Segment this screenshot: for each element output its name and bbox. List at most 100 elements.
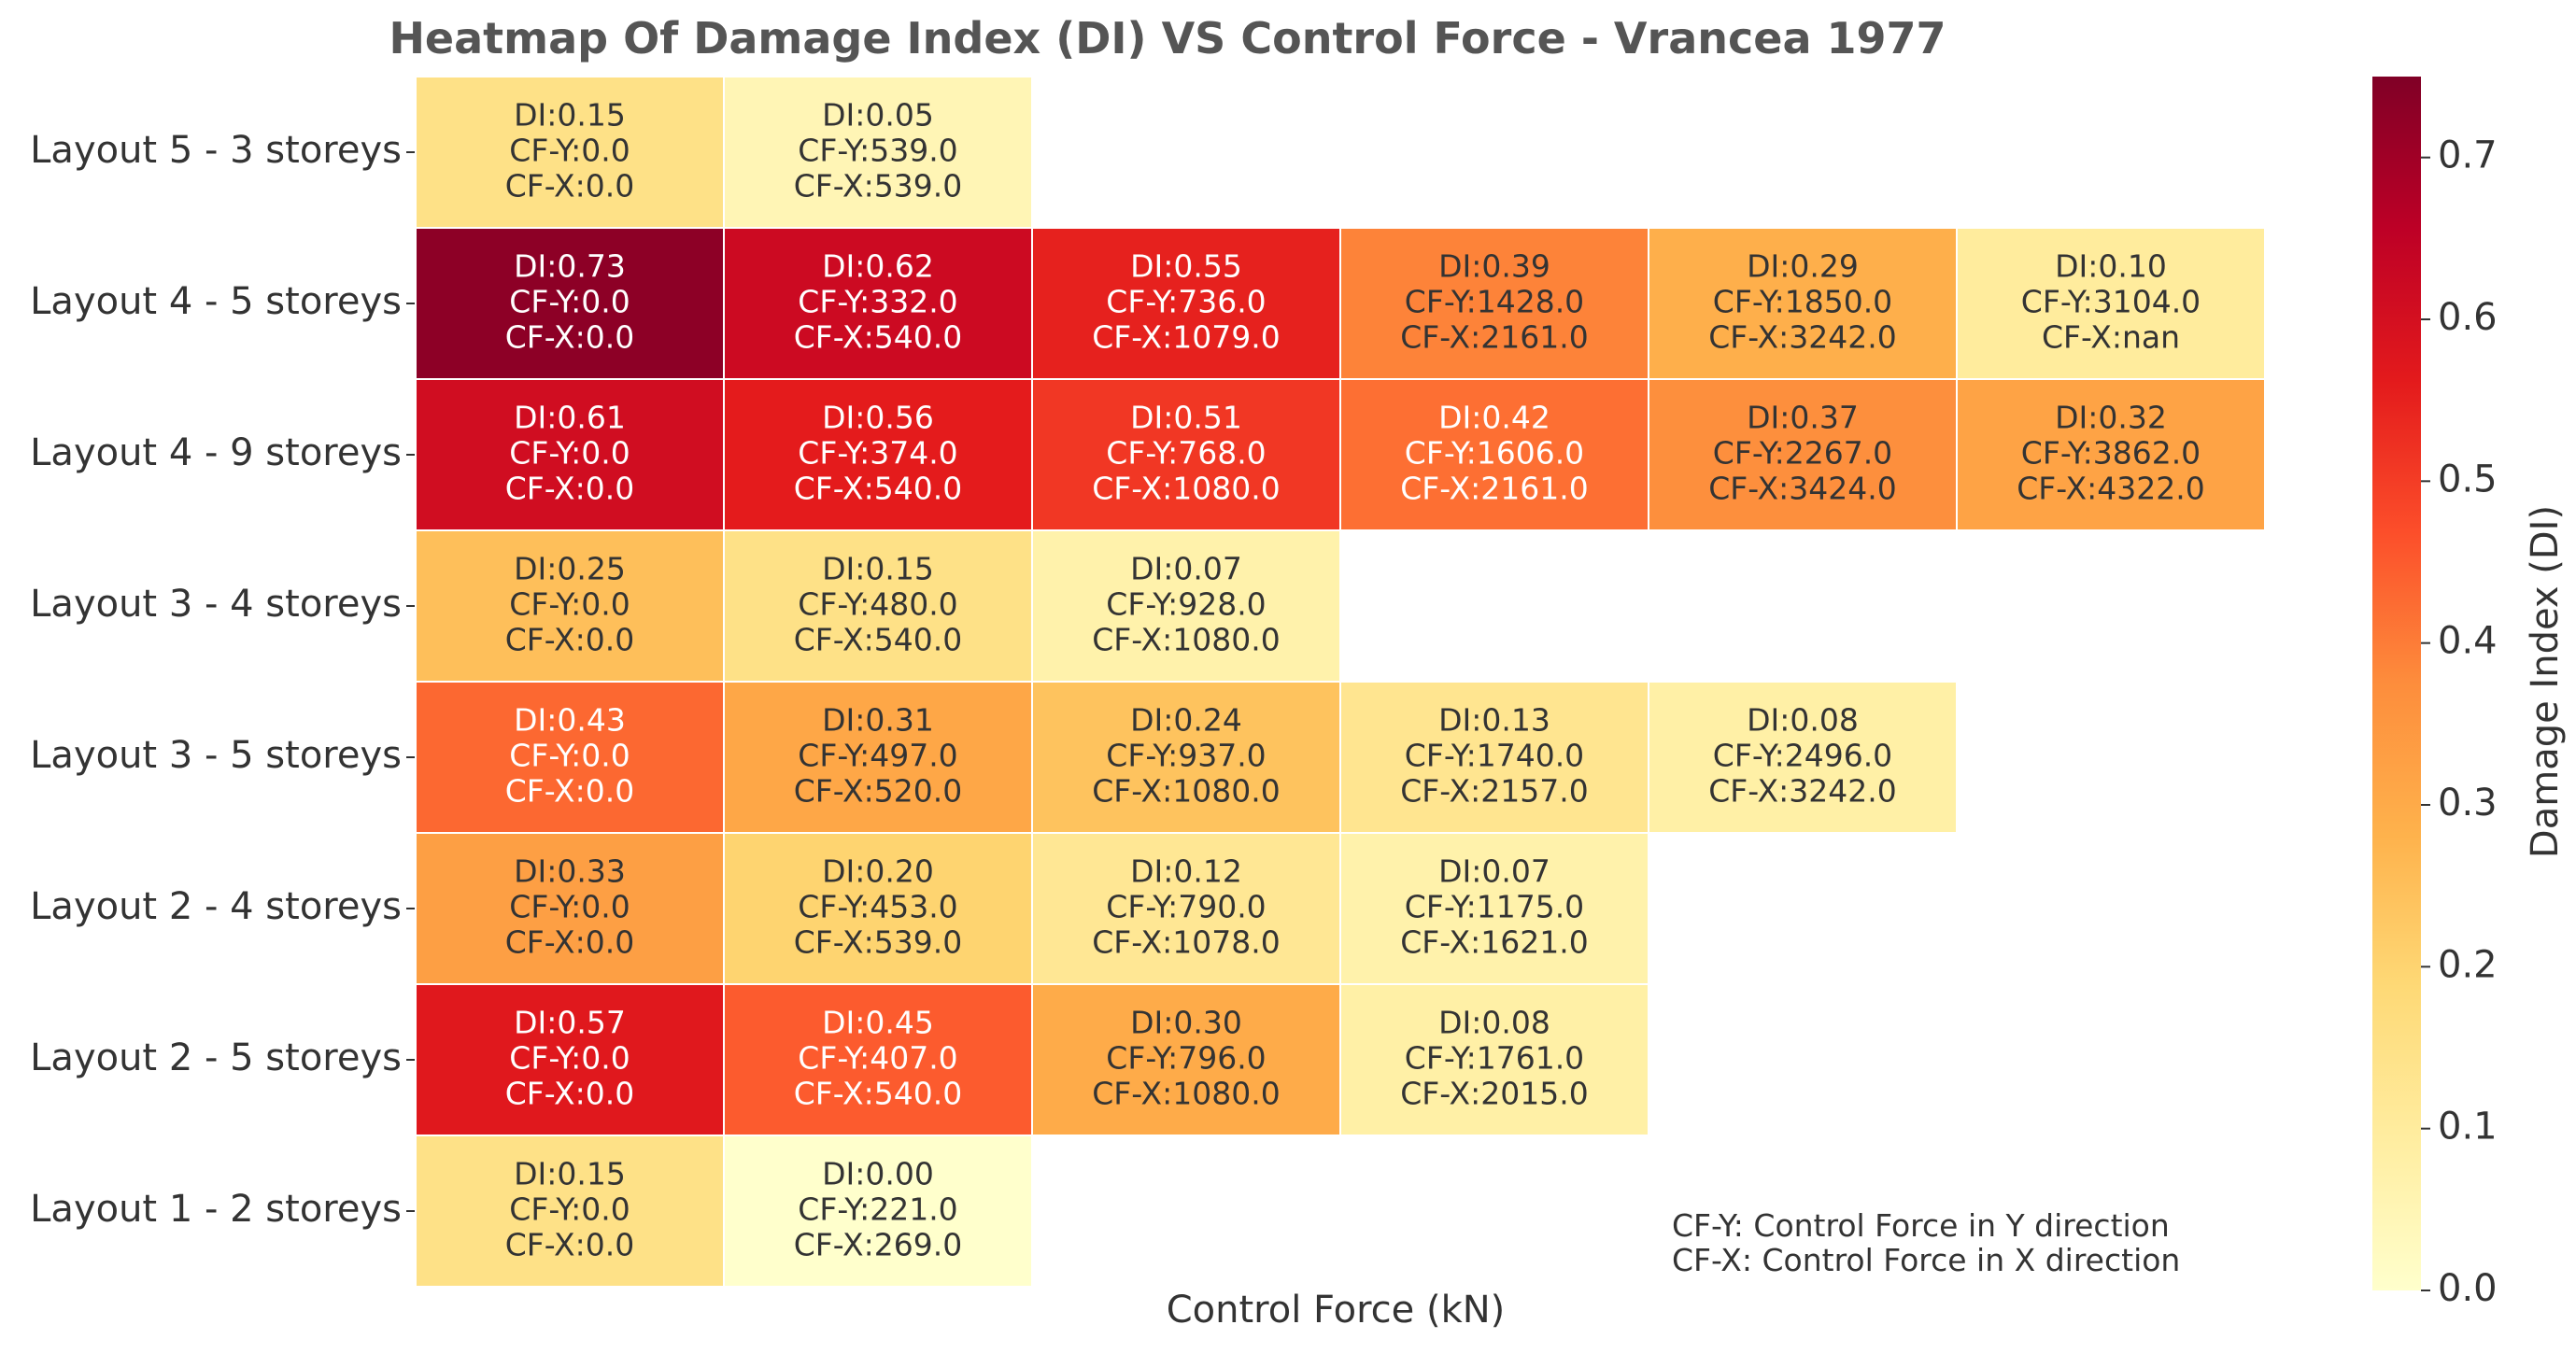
cell-label: DI:0.37 <box>1747 400 1859 436</box>
cell-label: DI:0.31 <box>822 702 934 739</box>
x-axis-label: Control Force (kN) <box>1166 1289 1506 1332</box>
cell-label: DI:0.12 <box>1130 853 1242 890</box>
cell-label: CF-Y:3862.0 <box>2021 435 2201 472</box>
cell-label: CF-X:1079.0 <box>1092 319 1280 356</box>
cell-label: DI:0.29 <box>1747 248 1859 285</box>
heatmap-cell <box>415 681 725 834</box>
cell-label: CF-Y:0.0 <box>509 435 630 472</box>
cell-label: DI:0.32 <box>2055 400 2167 436</box>
colorbar <box>2372 77 2421 1290</box>
cell-label: CF-Y:1850.0 <box>1713 284 1892 320</box>
cell-label: DI:0.08 <box>1747 702 1859 739</box>
cell-label: CF-Y:1761.0 <box>1405 1040 1584 1077</box>
y-tick-label: Layout 4 - 9 storeys <box>30 431 402 474</box>
heatmap-cell <box>723 529 1033 683</box>
heatmap-cell <box>1648 227 1958 380</box>
cell-label: DI:0.33 <box>514 853 626 890</box>
cell-label: DI:0.20 <box>822 853 934 890</box>
cell-label: CF-Y:1740.0 <box>1405 738 1584 774</box>
cell-label: CF-X:0.0 <box>505 319 635 356</box>
cell-label: CF-X:1080.0 <box>1092 622 1280 658</box>
cell-label: DI:0.24 <box>1130 702 1242 739</box>
heatmap-cell <box>1031 832 1341 985</box>
cell-label: CF-X:540.0 <box>794 319 963 356</box>
cell-label: CF-X:2015.0 <box>1400 1076 1588 1112</box>
cell-label: CF-Y:221.0 <box>798 1191 957 1228</box>
cell-label: DI:0.15 <box>514 1156 626 1192</box>
cell-label: DI:0.07 <box>1438 853 1550 890</box>
cell-label: CF-Y:1175.0 <box>1405 889 1584 925</box>
heatmap-cell <box>1031 227 1341 380</box>
heatmap-cell <box>415 1135 725 1288</box>
heatmap-cell <box>723 983 1033 1136</box>
cell-label: CF-X:1080.0 <box>1092 773 1280 810</box>
colorbar-tick-label: 0.7 <box>2438 134 2498 177</box>
y-tick-label: Layout 4 - 5 storeys <box>30 280 402 323</box>
heatmap-cell <box>1956 378 2266 531</box>
cell-label: CF-Y:790.0 <box>1106 889 1266 925</box>
heatmap-cell <box>1648 378 1958 531</box>
y-tick-label: Layout 1 - 2 storeys <box>30 1188 402 1231</box>
cell-label: CF-Y:1428.0 <box>1405 284 1584 320</box>
heatmap-cell <box>1339 832 1649 985</box>
cell-label: CF-X:269.0 <box>794 1227 963 1263</box>
cell-label: CF-Y:0.0 <box>509 1191 630 1228</box>
heatmap-cell <box>415 76 725 229</box>
cell-label: CF-X:4322.0 <box>2017 471 2204 507</box>
cell-label: CF-X:540.0 <box>794 622 963 658</box>
cell-label: DI:0.42 <box>1438 400 1550 436</box>
cell-label: DI:0.15 <box>822 551 934 587</box>
cell-label: CF-Y:0.0 <box>509 586 630 623</box>
cell-label: CF-Y:2267.0 <box>1713 435 1892 472</box>
cell-label: CF-X:0.0 <box>505 773 635 810</box>
heatmap-cell <box>415 832 725 985</box>
cell-label: DI:0.61 <box>514 400 626 436</box>
cell-label: DI:0.73 <box>514 248 626 285</box>
cell-label: CF-Y:539.0 <box>798 133 957 169</box>
cell-label: CF-X:539.0 <box>794 168 963 204</box>
cell-label: CF-X:2157.0 <box>1400 773 1588 810</box>
heatmap-cell <box>1031 529 1341 683</box>
cell-label: CF-Y:0.0 <box>509 1040 630 1077</box>
cell-label: DI:0.51 <box>1130 400 1242 436</box>
cell-label: CF-X:0.0 <box>505 924 635 961</box>
cell-label: CF-X:1078.0 <box>1092 924 1280 961</box>
cell-label: CF-Y:768.0 <box>1106 435 1266 472</box>
cell-label: CF-Y:0.0 <box>509 284 630 320</box>
heatmap-cell <box>1339 983 1649 1136</box>
cell-label: CF-Y:1606.0 <box>1405 435 1584 472</box>
colorbar-tick-label: 0.6 <box>2438 296 2498 339</box>
heatmap-cell <box>1339 378 1649 531</box>
cell-label: CF-X:nan <box>2042 319 2180 356</box>
cell-label: DI:0.39 <box>1438 248 1550 285</box>
cell-label: CF-X:540.0 <box>794 471 963 507</box>
cell-label: CF-X:3242.0 <box>1708 319 1896 356</box>
y-tick-label: Layout 3 - 4 storeys <box>30 583 402 626</box>
cell-label: CF-Y:796.0 <box>1106 1040 1266 1077</box>
cell-label: CF-Y:3104.0 <box>2021 284 2201 320</box>
cell-label: CF-Y:0.0 <box>509 738 630 774</box>
colorbar-tick-label: 0.1 <box>2438 1106 2498 1149</box>
heatmap-cell <box>1031 681 1341 834</box>
cell-label: CF-X:0.0 <box>505 1076 635 1112</box>
heatmap-cell <box>1648 681 1958 834</box>
cell-label: CF-X:1621.0 <box>1400 924 1588 961</box>
cell-label: DI:0.00 <box>822 1156 934 1192</box>
cell-label: CF-X:539.0 <box>794 924 963 961</box>
heatmap-cell <box>723 832 1033 985</box>
cell-label: CF-Y:0.0 <box>509 133 630 169</box>
cell-label: CF-Y:374.0 <box>798 435 957 472</box>
cell-label: DI:0.05 <box>822 97 934 134</box>
cell-label: CF-X:2161.0 <box>1400 471 1588 507</box>
cell-label: DI:0.08 <box>1438 1005 1550 1041</box>
heatmap-cell <box>1031 378 1341 531</box>
colorbar-label: Damage Index (DI) <box>2524 504 2567 859</box>
cell-label: DI:0.07 <box>1130 551 1242 587</box>
cell-label: CF-X:3242.0 <box>1708 773 1896 810</box>
cell-label: DI:0.56 <box>822 400 934 436</box>
colorbar-tick-label: 0.4 <box>2438 620 2498 663</box>
cell-label: CF-Y:407.0 <box>798 1040 957 1077</box>
cell-label: CF-X:1080.0 <box>1092 1076 1280 1112</box>
cell-label: DI:0.45 <box>822 1005 934 1041</box>
